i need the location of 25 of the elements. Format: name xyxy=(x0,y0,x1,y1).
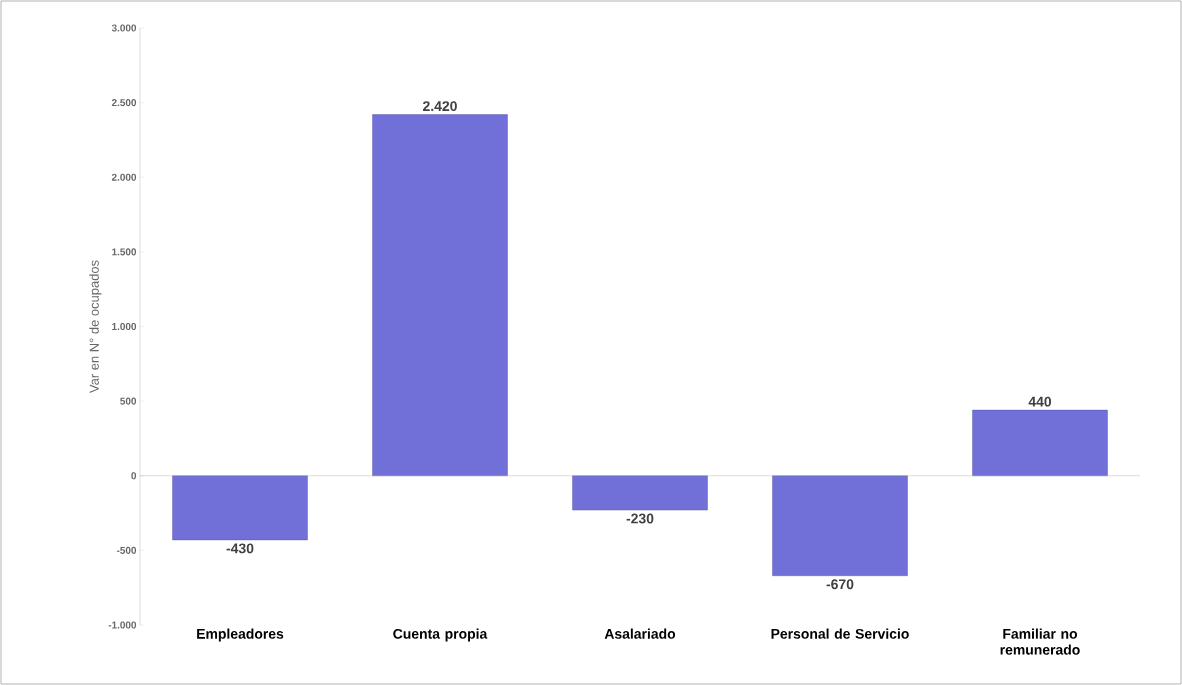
x-tick-label: Familiar no remunerado xyxy=(1000,628,1080,655)
x-tick-label: Asalariado xyxy=(604,628,676,639)
data-label: -230 xyxy=(626,513,654,524)
y-tick-label: -500 xyxy=(116,546,137,554)
bar xyxy=(972,409,1108,476)
y-tick-label: 2.000 xyxy=(111,173,137,181)
y-tick-label: -1.000 xyxy=(108,621,137,629)
bar xyxy=(172,475,308,541)
bar xyxy=(372,114,508,476)
bar xyxy=(772,475,908,576)
y-tick-label: 2.500 xyxy=(111,99,137,107)
data-label: 440 xyxy=(1028,396,1052,407)
y-tick-label: 1.500 xyxy=(112,248,137,256)
y-tick-label: 1.000 xyxy=(112,322,137,331)
x-tick-label: Empleadores xyxy=(197,628,284,642)
data-label: -670 xyxy=(826,579,854,590)
y-tick-label: 3.000 xyxy=(111,24,137,32)
y-tick-label: 500 xyxy=(120,397,137,405)
data-label: -430 xyxy=(226,543,254,554)
data-label: 2.420 xyxy=(423,101,457,112)
y-tick-label: 0 xyxy=(131,472,137,480)
bar xyxy=(572,475,708,511)
y-axis-title: Var en N° de ocupados xyxy=(89,260,102,393)
x-tick-label: Personal de Servicio xyxy=(771,628,909,639)
x-tick-label: Cuenta propia xyxy=(393,628,488,642)
